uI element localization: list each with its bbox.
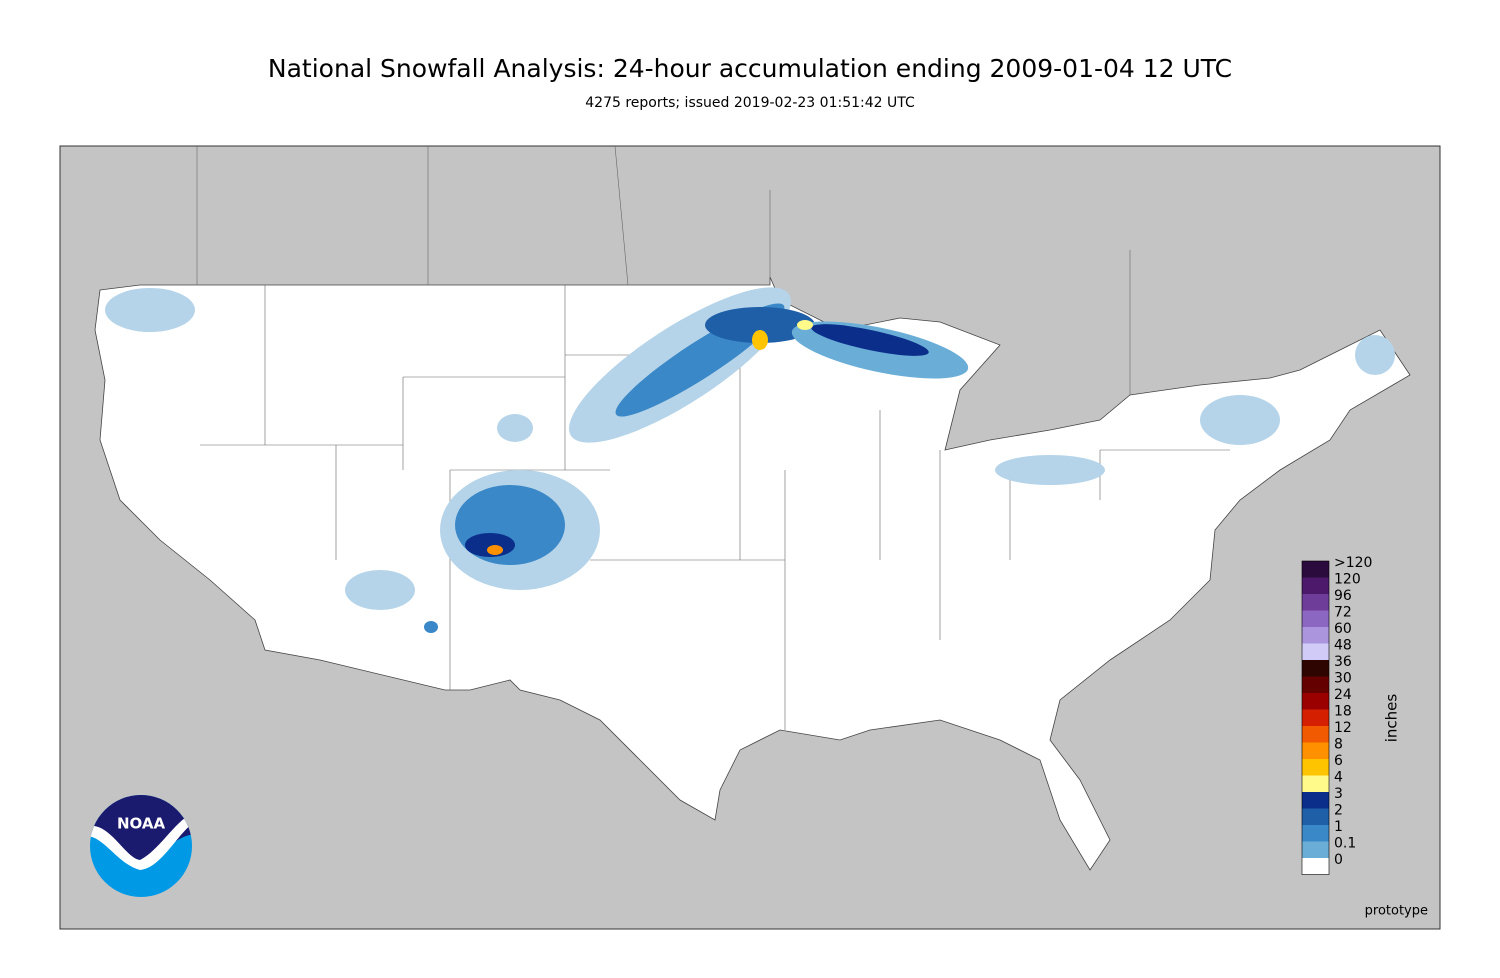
legend-swatch [1302,858,1329,875]
snow-area [497,414,533,442]
legend-label: 6 [1334,753,1343,769]
logo-text: NOAA [117,815,166,833]
title: National Snowfall Analysis: 24-hour accu… [268,54,1232,83]
snow-area [752,330,768,350]
legend-label: 8 [1334,737,1343,753]
snow-area [797,320,813,330]
map: NOAA prototype [59,145,1441,930]
legend-label: 18 [1334,704,1352,720]
snow-area [105,288,195,332]
snow-area [1200,395,1280,445]
legend-swatch [1302,775,1329,792]
legend-label: 60 [1334,621,1352,637]
snow-area [345,570,415,610]
legend-label: 2 [1334,803,1343,819]
legend-label: 24 [1334,687,1352,703]
legend-swatch [1302,709,1329,726]
legend-swatch [1302,841,1329,858]
legend-label: 3 [1334,786,1343,802]
legend-swatch [1302,726,1329,743]
legend-label: 30 [1334,671,1352,687]
snow-area [424,621,438,633]
snow-area [995,455,1105,485]
legend-swatch [1302,759,1329,776]
subtitle: 4275 reports; issued 2019-02-23 01:51:42… [585,95,915,111]
snow-area [811,324,929,356]
legend-unit: inches [1383,694,1401,743]
legend-label: 12 [1334,720,1352,736]
legend-swatch [1302,676,1329,693]
legend-label: 48 [1334,638,1352,654]
legend-swatch [1302,643,1329,660]
legend-label: 36 [1334,654,1352,670]
legend-label: >120 [1334,555,1372,571]
snow-area [487,545,503,555]
legend: inches >1201209672604836302418128643210.… [1301,555,1401,875]
legend-label: 4 [1334,770,1343,786]
legend-label: 72 [1334,605,1352,621]
snow [105,287,1395,633]
legend-swatch [1302,627,1329,644]
legend-label: 0 [1334,852,1343,868]
legend-label: 96 [1334,588,1352,604]
legend-swatch [1302,742,1329,759]
snow-area [705,307,815,343]
legend-label: 0.1 [1334,836,1356,852]
legend-swatch [1302,693,1329,710]
us-land [94,276,1411,871]
legend-swatch [1302,610,1329,627]
legend-swatch [1302,825,1329,842]
legend-swatch [1302,660,1329,677]
noaa-logo: NOAA [90,795,192,897]
legend-label: 120 [1334,572,1361,588]
legend-swatch [1302,594,1329,611]
legend-swatch [1302,561,1329,578]
legend-swatch [1302,808,1329,825]
snow-area [1355,335,1395,375]
legend-label: 1 [1334,819,1343,835]
logo-wave [90,812,192,870]
legend-frame [1301,560,1330,875]
legend-swatch [1302,577,1329,594]
legend-swatch [1302,792,1329,809]
prototype-note: prototype [1365,904,1428,919]
